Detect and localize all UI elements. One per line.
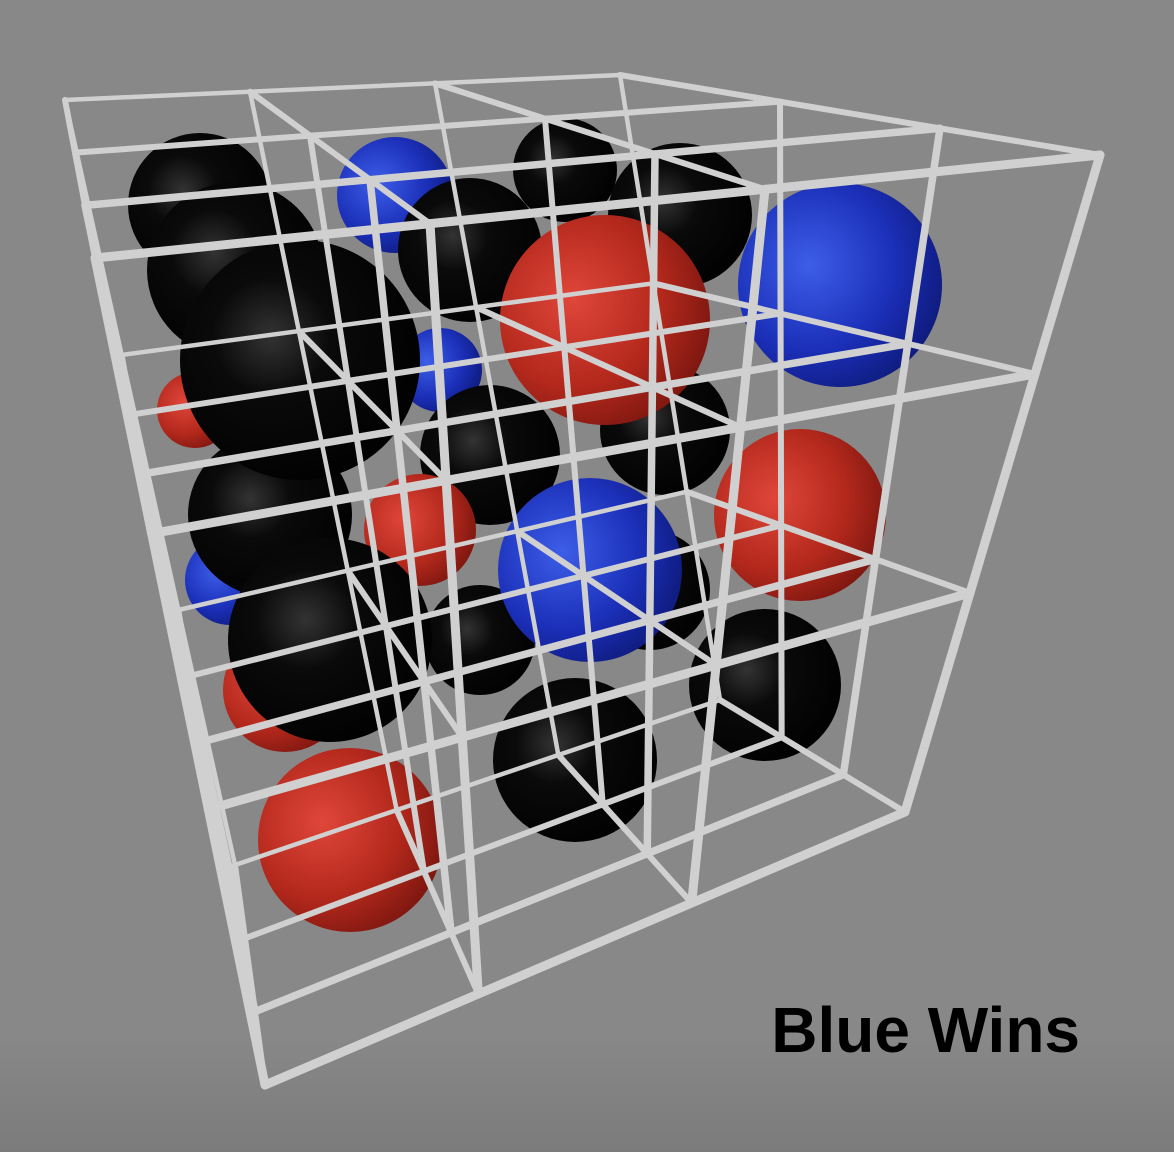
grid-bar (643, 150, 659, 858)
status-text: Blue Wins (771, 994, 1080, 1066)
grid-bar (555, 752, 695, 906)
grid-bar (900, 150, 1105, 817)
grid-bar (650, 280, 1038, 377)
black-piece (513, 118, 617, 222)
grid-bar (344, 567, 466, 741)
grid-bar (242, 734, 785, 942)
blue-piece (738, 183, 942, 387)
grid-bar (147, 369, 1040, 539)
grid-bar (185, 522, 785, 680)
grid-bar (175, 607, 212, 813)
grid-bar (307, 132, 427, 875)
grid-bar (514, 528, 720, 669)
grid-bar (295, 328, 450, 484)
grid-bar (617, 72, 1103, 158)
grid-bar (203, 588, 975, 814)
grid-bar (683, 488, 973, 596)
grid-bar (90, 253, 270, 1090)
grid-bar (72, 98, 783, 156)
grid-bar (62, 97, 98, 261)
grid-bar (128, 310, 784, 418)
grid-bar (473, 304, 744, 431)
grid-bar (176, 489, 689, 613)
grid-bar (432, 80, 768, 193)
grid-bar (432, 81, 561, 758)
red-piece (258, 748, 442, 932)
grid-bar (90, 150, 1105, 263)
grid-bar (194, 555, 880, 747)
grid-bar (137, 340, 912, 478)
grid-bar (232, 697, 723, 868)
black-piece (689, 609, 841, 761)
grid-bar (839, 124, 944, 779)
grid-bar (247, 89, 399, 813)
red-piece (714, 429, 886, 601)
grid-bar (260, 807, 910, 1090)
grid-bar (62, 72, 623, 103)
grid-bar (232, 862, 268, 1088)
grid-bar (366, 175, 455, 937)
grid-bar (717, 697, 908, 815)
grid-bar (247, 88, 433, 227)
grid-bar (251, 770, 848, 1016)
pieces (128, 118, 942, 932)
cube-grid (62, 72, 1105, 1090)
grid-bar (425, 219, 483, 999)
grid-bar (393, 807, 482, 997)
grid-bar (118, 352, 155, 537)
black-piece (180, 240, 420, 480)
grid-bar (81, 124, 944, 210)
red-piece (500, 215, 710, 425)
